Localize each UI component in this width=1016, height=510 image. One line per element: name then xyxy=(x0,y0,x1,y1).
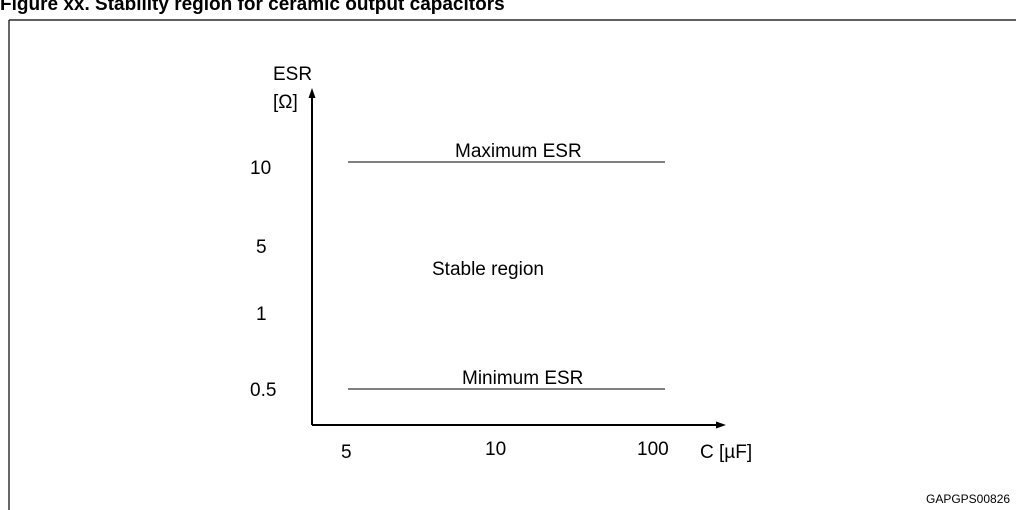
x-tick-label: 10 xyxy=(485,439,506,460)
y-tick-label: 5 xyxy=(256,237,267,258)
y-tick-label: 1 xyxy=(256,304,267,325)
figure-caption: Figure xx. Stability region for ceramic … xyxy=(0,0,505,15)
x-axis-title: C [µF] xyxy=(700,442,752,463)
x-tick-label: 100 xyxy=(637,439,669,460)
y-tick-label: 10 xyxy=(250,158,271,179)
x-axis-arrowhead xyxy=(716,421,726,429)
y-axis xyxy=(308,88,316,425)
x-tick-label: 5 xyxy=(341,442,352,463)
y-tick-label: 0.5 xyxy=(250,380,276,401)
x-axis xyxy=(312,421,726,429)
y-axis-title-line1: ESR xyxy=(273,64,312,85)
annotation-stable-region: Stable region xyxy=(432,259,544,280)
annotation-maximum-esr: Maximum ESR xyxy=(455,141,582,162)
y-axis-title-line2: [Ω] xyxy=(273,92,298,113)
y-axis-arrowhead xyxy=(308,88,316,98)
x-tick-labels: 5 10 100 xyxy=(341,439,669,463)
y-tick-labels: 10 5 1 0.5 xyxy=(250,158,276,401)
figure-code: GAPGPS00826 xyxy=(926,492,1010,506)
annotation-minimum-esr: Minimum ESR xyxy=(462,368,583,389)
